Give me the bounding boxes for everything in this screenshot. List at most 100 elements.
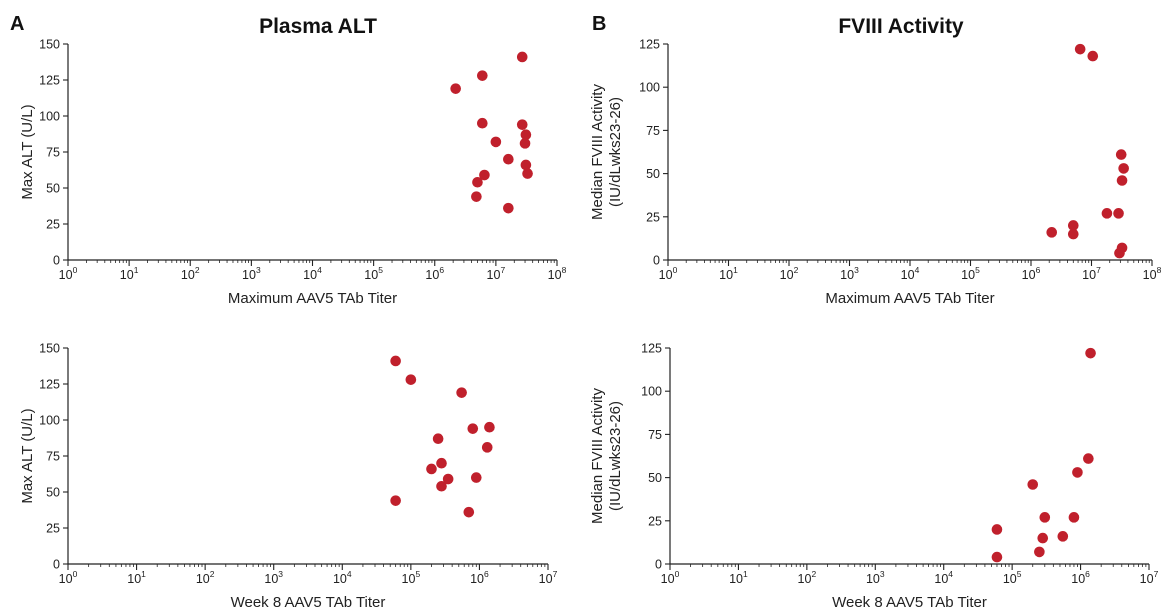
- data-point: [1072, 467, 1083, 478]
- x-tick-label: 104: [901, 265, 920, 282]
- data-point: [520, 129, 532, 141]
- data-point: [1034, 546, 1045, 558]
- x-axis-label: Week 8 AAV5 TAb Titer: [832, 594, 987, 611]
- x-tick-label: 102: [181, 265, 200, 282]
- y-tick-label: 25: [646, 210, 660, 224]
- data-point: [481, 442, 493, 453]
- y-tick-label: 150: [39, 38, 60, 52]
- chart-fviii_wk8: 0 25 50 75 100 125 100 101 102 103 104 105 106 107 Wee…: [589, 342, 1159, 612]
- x-tick-label: 103: [866, 569, 885, 586]
- plots-group: 0 25 50 75 100 125 150 100 101 102 103 104 105 106 107…: [19, 38, 1162, 612]
- x-tick-label: 100: [659, 265, 678, 282]
- x-axis-label: Maximum AAV5 TAb Titer: [228, 290, 397, 307]
- data-point: [463, 506, 475, 518]
- x-tick-label: 106: [470, 569, 489, 586]
- data-point: [1115, 149, 1127, 160]
- data-point: [522, 168, 533, 179]
- data-point: [1083, 453, 1094, 464]
- data-point: [390, 495, 401, 506]
- data-point: [436, 457, 447, 469]
- y-tick-label: 50: [46, 486, 60, 500]
- x-tick-label: 105: [1003, 569, 1022, 586]
- data-point: [472, 176, 483, 188]
- y-axis-label: Max ALT (U/L): [19, 104, 36, 199]
- y-tick-label: 50: [648, 471, 662, 485]
- data-point: [1057, 531, 1069, 542]
- data-point: [1087, 50, 1099, 62]
- y-tick-label: 25: [46, 218, 60, 232]
- data-point: [1074, 43, 1086, 55]
- x-axis-label: Week 8 AAV5 TAb Titer: [231, 594, 386, 611]
- y-tick-label: 125: [641, 342, 662, 356]
- data-point: [503, 153, 514, 165]
- data-point: [1068, 512, 1080, 523]
- data-point: [471, 191, 482, 202]
- data-point: [520, 159, 532, 171]
- x-tick-label: 101: [120, 265, 139, 282]
- y-tick-label: 25: [46, 522, 60, 536]
- data-point: [1027, 479, 1039, 490]
- data-point: [1118, 163, 1129, 174]
- panel-letter-a: A: [10, 13, 24, 35]
- data-point: [484, 421, 495, 433]
- data-point: [1114, 247, 1125, 259]
- y-axis-label: Median FVIII Activity(IU/dLwks23-26): [589, 388, 624, 524]
- data-point: [1113, 208, 1124, 219]
- x-tick-label: 104: [934, 569, 953, 586]
- y-tick-label: 125: [639, 38, 660, 52]
- x-tick-label: 100: [59, 265, 78, 282]
- data-point: [1037, 532, 1049, 544]
- x-tick-label: 103: [242, 265, 261, 282]
- data-point: [516, 119, 528, 130]
- data-point: [991, 524, 1003, 535]
- x-tick-label: 104: [333, 569, 352, 586]
- chart-alt_wk8: 0 25 50 75 100 125 150 100 101 102 103 104 105 106 107…: [19, 342, 558, 612]
- x-tick-label: 108: [1143, 265, 1162, 282]
- y-tick-label: 0: [655, 558, 662, 572]
- x-tick-label: 105: [961, 265, 980, 282]
- x-tick-label: 106: [1022, 265, 1041, 282]
- x-axis-label: Maximum AAV5 TAb Titer: [825, 290, 994, 307]
- data-point: [479, 169, 490, 181]
- x-tick-label: 102: [780, 265, 799, 282]
- data-point: [1067, 220, 1079, 231]
- data-point: [442, 473, 454, 485]
- panel-letter-b: B: [592, 13, 606, 35]
- y-axis-label: Median FVIII Activity(IU/dLwks23-26): [589, 84, 624, 220]
- y-tick-label: 100: [641, 385, 662, 399]
- y-tick-label: 50: [46, 182, 60, 196]
- data-point: [516, 51, 528, 63]
- data-point: [432, 433, 444, 445]
- y-tick-label: 100: [39, 110, 60, 124]
- data-point: [477, 70, 488, 81]
- data-point: [467, 423, 479, 434]
- x-tick-label: 101: [127, 569, 146, 586]
- panel-title-a: Plasma ALT: [259, 15, 377, 38]
- x-tick-label: 100: [59, 569, 78, 586]
- x-tick-label: 103: [840, 265, 859, 282]
- data-point: [456, 387, 467, 398]
- y-tick-label: 25: [648, 514, 662, 528]
- panel-title-b: FVIII Activity: [838, 15, 964, 38]
- data-point: [1039, 512, 1051, 523]
- x-tick-label: 100: [661, 569, 680, 586]
- data-point: [490, 136, 502, 148]
- y-tick-label: 75: [646, 124, 660, 138]
- x-tick-label: 102: [798, 569, 817, 586]
- data-point: [1085, 347, 1096, 359]
- data-point: [477, 117, 488, 129]
- chart-alt_max: 0 25 50 75 100 125 150 100 101 102 103 104 105 106 107…: [19, 38, 567, 308]
- data-point: [1116, 175, 1128, 186]
- y-axis-label: Max ALT (U/L): [19, 408, 36, 503]
- data-point: [503, 202, 514, 214]
- x-tick-label: 102: [196, 569, 215, 586]
- y-tick-label: 0: [53, 558, 60, 572]
- data-point: [426, 463, 437, 475]
- x-tick-label: 106: [1071, 569, 1090, 586]
- y-tick-label: 75: [46, 450, 60, 464]
- data-point: [1101, 208, 1113, 219]
- x-tick-label: 105: [402, 569, 421, 586]
- y-tick-label: 100: [639, 81, 660, 95]
- data-point: [390, 355, 401, 367]
